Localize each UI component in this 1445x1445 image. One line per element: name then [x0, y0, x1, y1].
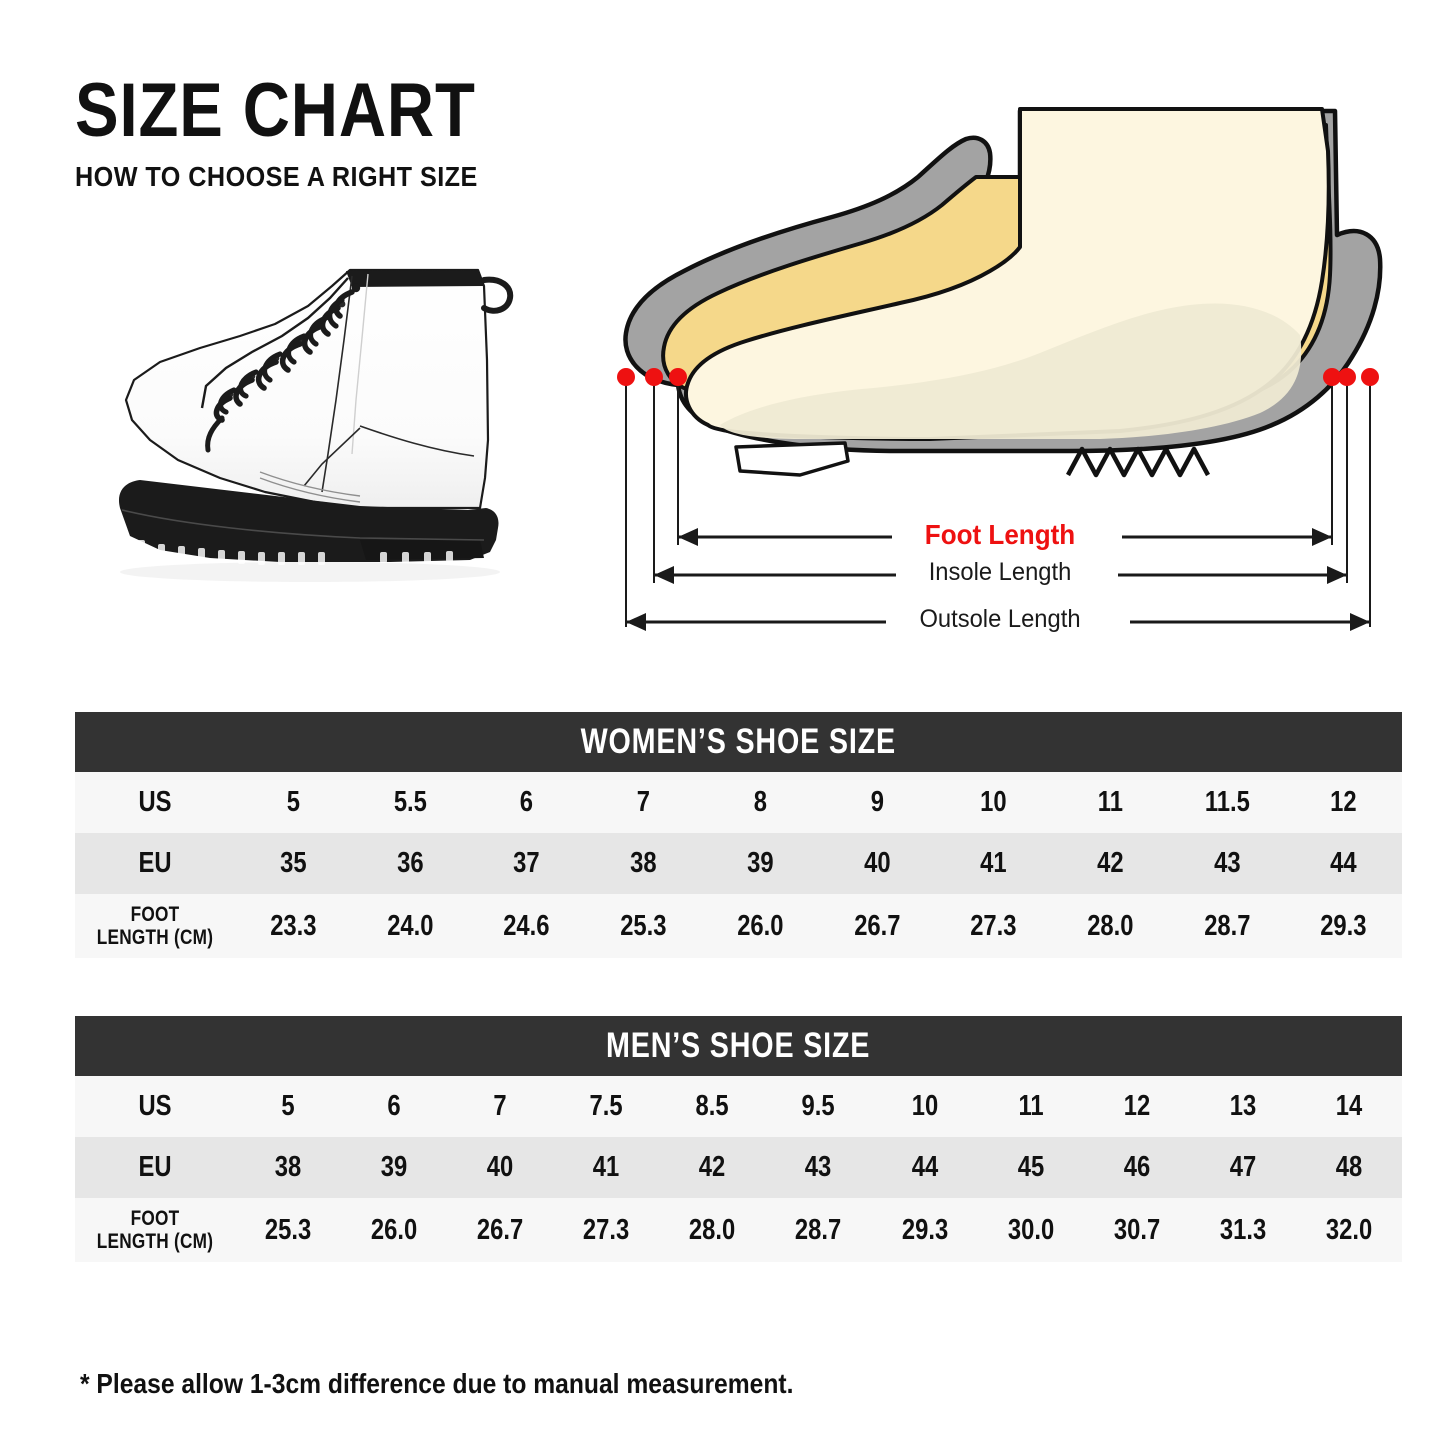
cell-eu: 35: [280, 847, 307, 879]
measurement-dots: [617, 368, 1379, 386]
cell-eu: 44: [911, 1151, 938, 1183]
foot-measurement-diagram: Foot Length Insole Length Outsole Length: [600, 95, 1400, 650]
cell-eu: 42: [699, 1151, 726, 1183]
cell-foot-length: 30.7: [1113, 1213, 1160, 1246]
womens-table-title: WOMEN’S SHOE SIZE: [580, 722, 897, 761]
cell-eu: 43: [805, 1151, 832, 1183]
cell-us: 10: [980, 786, 1007, 818]
cell-us: 11.5: [1204, 786, 1250, 818]
cell-us: 12: [1123, 1090, 1151, 1122]
product-photo-boot: [60, 240, 560, 630]
cell-foot-length: 24.6: [503, 909, 550, 942]
arrow-foot-length: [678, 519, 1332, 555]
cell-foot-length: 23.3: [270, 909, 317, 942]
table-row: EU 38 39 40 41 42 43 44 45 46 47 48: [75, 1137, 1402, 1198]
table-row: EU 35 36 37 38 39 40 41 42 43 44: [75, 833, 1402, 894]
cell-foot-length: 28.7: [795, 1213, 842, 1246]
cell-foot-length: 26.0: [370, 1213, 418, 1246]
mens-table-title: MEN’S SHOE SIZE: [606, 1026, 871, 1065]
row-label-eu: EU: [138, 847, 172, 879]
disclaimer-note: * Please allow 1-3cm difference due to m…: [80, 1368, 794, 1399]
cell-eu: 45: [1017, 1151, 1044, 1183]
foot-label-line2: LENGTH (CM): [96, 1230, 214, 1253]
arrow-outsole-length: [626, 604, 1370, 640]
table-row: FOOT LENGTH (CM) 25.3 26.0 26.7 27.3 28.…: [75, 1198, 1402, 1262]
cell-us: 5: [286, 786, 300, 818]
cell-us: 7: [636, 786, 651, 818]
cell-foot-length: 25.3: [264, 1213, 312, 1246]
page-subtitle: HOW TO CHOOSE A RIGHT SIZE: [75, 161, 478, 192]
cell-us: 11: [1097, 786, 1123, 818]
table-row: US 5 5.5 6 7 8 9 10 11 11.5 12: [75, 772, 1402, 833]
cell-us: 7: [493, 1090, 507, 1122]
cell-eu: 38: [630, 847, 657, 879]
row-label-eu: EU: [138, 1151, 172, 1183]
cell-us: 11: [1018, 1090, 1044, 1122]
foot-label-line1: FOOT: [130, 903, 180, 926]
cell-foot-length: 29.3: [1320, 909, 1367, 942]
row-label-foot-length: FOOT LENGTH (CM): [89, 1207, 220, 1253]
cell-eu: 43: [1213, 847, 1241, 879]
womens-table-header: WOMEN’S SHOE SIZE: [75, 712, 1402, 772]
cell-us: 7.5: [589, 1090, 623, 1122]
boot-illustration: [118, 268, 514, 582]
table-row: US 5 6 7 7.5 8.5 9.5 10 11 12 13 14: [75, 1076, 1402, 1137]
cell-foot-length: 30.0: [1007, 1213, 1054, 1246]
cell-foot-length: 26.0: [737, 909, 784, 942]
foot-label-line2: LENGTH (CM): [96, 926, 214, 949]
cell-us: 5: [281, 1090, 295, 1122]
arrow-insole-length: [654, 557, 1347, 593]
cell-foot-length: 26.7: [853, 909, 901, 942]
mens-table-header: MEN’S SHOE SIZE: [75, 1016, 1402, 1076]
cell-eu: 48: [1335, 1151, 1363, 1183]
cell-eu: 44: [1330, 847, 1357, 879]
cell-eu: 37: [513, 847, 540, 879]
cell-us: 8.5: [695, 1090, 729, 1122]
cell-foot-length: 26.7: [477, 1213, 524, 1246]
cell-foot-length: 28.0: [689, 1213, 736, 1246]
foot-label-line1: FOOT: [130, 1207, 180, 1230]
cell-us: 10: [911, 1090, 938, 1122]
cell-eu: 40: [863, 847, 891, 879]
cell-us: 12: [1330, 786, 1357, 818]
heading-block: SIZE CHART HOW TO CHOOSE A RIGHT SIZE: [75, 72, 541, 192]
cell-foot-length: 24.0: [386, 909, 434, 942]
row-label-us: US: [138, 1090, 172, 1122]
cell-us: 9.5: [801, 1090, 836, 1122]
diagram-svg: [617, 107, 1383, 640]
cell-foot-length: 27.3: [970, 909, 1017, 942]
page-title: SIZE CHART: [75, 68, 476, 153]
cell-foot-length: 25.3: [620, 909, 667, 942]
cell-eu: 47: [1229, 1151, 1257, 1183]
cell-eu: 39: [746, 847, 774, 879]
cell-eu: 41: [980, 847, 1007, 879]
cell-eu: 40: [486, 1151, 514, 1183]
cell-eu: 42: [1097, 847, 1124, 879]
cell-foot-length: 28.7: [1203, 909, 1251, 942]
cell-eu: 39: [380, 1151, 408, 1183]
cell-us: 14: [1335, 1090, 1363, 1122]
cell-us: 6: [387, 1090, 401, 1122]
cell-us: 9: [870, 786, 884, 818]
cell-us: 13: [1229, 1090, 1257, 1122]
mens-size-table: MEN’S SHOE SIZE US 5 6 7 7.5 8.5 9.5 10 …: [75, 1016, 1402, 1262]
table-row: FOOT LENGTH (CM) 23.3 24.0 24.6 25.3 26.…: [75, 894, 1402, 958]
cell-us: 5.5: [393, 786, 427, 818]
cell-foot-length: 27.3: [583, 1213, 630, 1246]
cell-us: 8: [753, 786, 767, 818]
cell-eu: 38: [274, 1151, 302, 1183]
cell-foot-length: 29.3: [901, 1213, 948, 1246]
cell-eu: 41: [593, 1151, 620, 1183]
cell-foot-length: 28.0: [1087, 909, 1134, 942]
cell-eu: 46: [1123, 1151, 1151, 1183]
cell-foot-length: 31.3: [1219, 1213, 1267, 1246]
cell-us: 6: [520, 786, 534, 818]
row-label-foot-length: FOOT LENGTH (CM): [89, 903, 220, 949]
cell-foot-length: 32.0: [1325, 1213, 1373, 1246]
cell-eu: 36: [396, 847, 424, 879]
row-label-us: US: [138, 786, 172, 818]
womens-size-table: WOMEN’S SHOE SIZE US 5 5.5 6 7 8 9 10 11…: [75, 712, 1402, 958]
